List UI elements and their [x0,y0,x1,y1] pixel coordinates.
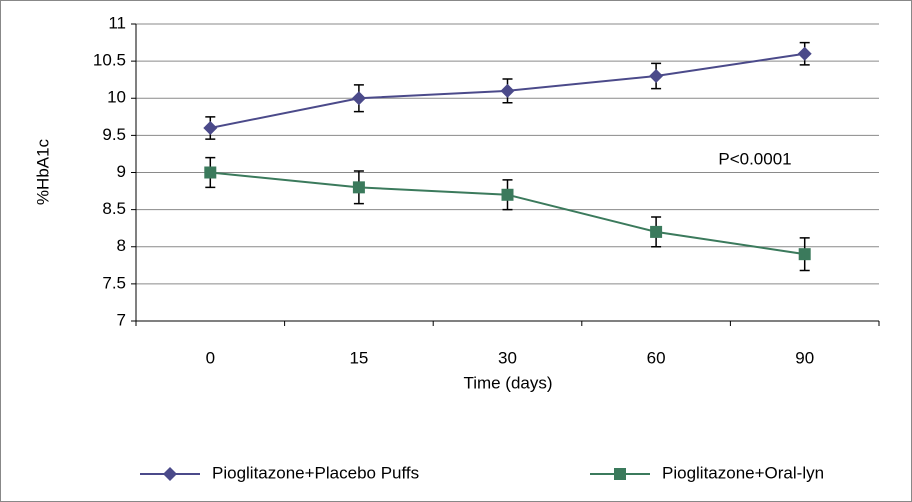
y-axis-label: %HbA1c [33,138,52,205]
data-point [352,181,365,194]
data-point [649,68,664,83]
data-point [203,120,218,135]
y-tick-label: 10.5 [93,51,126,70]
y-tick-label: 8 [117,236,126,255]
x-tick-label: 90 [795,348,814,367]
data-point [351,91,366,106]
x-tick-label: 15 [349,348,368,367]
y-tick-label: 9.5 [102,125,126,144]
legend-label: Pioglitazone+Placebo Puffs [212,463,419,482]
y-tick-label: 7.5 [102,273,126,292]
x-tick-label: 0 [206,348,215,367]
data-point [798,248,811,261]
x-axis-label: Time (days) [463,373,552,392]
y-tick-label: 8.5 [102,199,126,218]
y-tick-label: 10 [107,88,126,107]
x-tick-label: 60 [647,348,666,367]
y-tick-label: 7 [117,310,126,329]
data-point [500,83,515,98]
legend-marker [163,467,177,481]
annotation: P<0.0001 [718,149,791,168]
data-point [650,225,663,238]
x-tick-label: 30 [498,348,517,367]
data-point [501,188,514,201]
data-point [797,46,812,61]
legend-marker [614,468,626,480]
legend-label: Pioglitazone+Oral-lyn [662,463,824,482]
data-point [204,166,217,179]
y-tick-label: 11 [108,13,126,32]
y-tick-label: 9 [117,162,126,181]
